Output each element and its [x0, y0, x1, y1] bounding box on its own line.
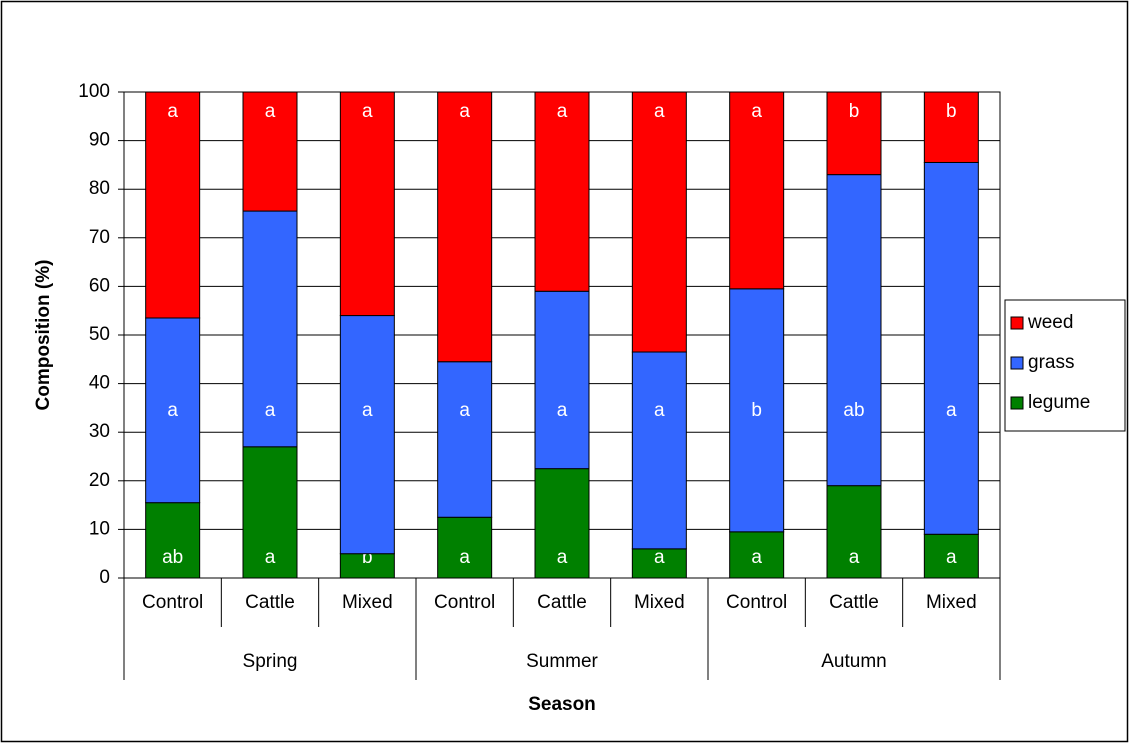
data-label: a [946, 547, 957, 568]
y-tick-label: 90 [89, 130, 110, 151]
bar-segment [534, 290, 590, 470]
data-label: a [654, 101, 665, 122]
data-label: a [265, 400, 276, 421]
data-label: a [557, 400, 568, 421]
data-label: ab [843, 400, 864, 421]
data-label: a [557, 101, 568, 122]
group-label: Summer [526, 651, 598, 672]
legend-swatch [1010, 396, 1024, 410]
data-label: a [849, 547, 860, 568]
data-label: a [362, 101, 373, 122]
bar-segment [242, 210, 298, 448]
bar-segment [729, 288, 785, 533]
bar-segment [534, 468, 590, 579]
x-tick-label: Cattle [537, 592, 587, 613]
bar-segment [145, 317, 201, 504]
bar-segment [339, 91, 395, 317]
data-label: a [459, 547, 470, 568]
bar-segment [339, 553, 395, 579]
x-axis-title: Season [528, 694, 596, 715]
data-label: b [751, 400, 762, 421]
bar-segment [339, 315, 395, 555]
data-label: a [459, 101, 470, 122]
data-label: b [849, 101, 860, 122]
y-tick-label: 70 [89, 227, 110, 248]
bar-segment [437, 516, 493, 579]
y-tick-label: 60 [89, 275, 110, 296]
x-tick-label: Cattle [245, 592, 295, 613]
y-tick-label: 100 [78, 81, 110, 102]
bar-segment [437, 91, 493, 363]
y-tick-label: 50 [89, 324, 110, 345]
y-tick-label: 20 [89, 470, 110, 491]
bar-segment [729, 91, 785, 290]
data-label: a [362, 400, 373, 421]
legend-box [1004, 299, 1126, 432]
data-label: a [167, 400, 178, 421]
data-label: b [946, 101, 957, 122]
bar-segment [631, 91, 687, 353]
x-tick-label: Cattle [829, 592, 879, 613]
data-label: a [946, 400, 957, 421]
data-label: a [654, 547, 665, 568]
group-label: Autumn [821, 651, 886, 672]
bar-segment [923, 91, 979, 163]
legend-swatch [1010, 356, 1024, 370]
legend-label: weed [1027, 312, 1073, 333]
group-label: Spring [243, 651, 298, 672]
x-tick-label: Control [434, 592, 495, 613]
legend-label: grass [1028, 352, 1074, 373]
legend-swatch [1010, 316, 1024, 330]
data-label: a [167, 101, 178, 122]
y-tick-label: 30 [89, 421, 110, 442]
x-tick-label: Control [142, 592, 203, 613]
bar-segment [729, 531, 785, 579]
data-label: a [459, 400, 470, 421]
legend-label: legume [1028, 392, 1090, 413]
bar-segment [923, 161, 979, 535]
bar-segment [826, 174, 882, 487]
data-label: a [751, 101, 762, 122]
data-label: a [557, 547, 568, 568]
y-tick-label: 10 [89, 518, 110, 539]
y-tick-label: 40 [89, 373, 110, 394]
y-tick-label: 0 [99, 567, 110, 588]
bar-segment [826, 91, 882, 176]
bar-segment [242, 91, 298, 212]
x-tick-label: Control [726, 592, 787, 613]
x-tick-label: Mixed [342, 592, 393, 613]
bar-segment [923, 533, 979, 579]
data-label: a [654, 400, 665, 421]
x-tick-label: Mixed [634, 592, 685, 613]
bar-segment [631, 548, 687, 579]
data-label: ab [162, 547, 183, 568]
x-tick-label: Mixed [926, 592, 977, 613]
bar-segment [534, 91, 590, 292]
data-label: a [751, 547, 762, 568]
y-axis-title: Composition (%) [33, 260, 54, 411]
bar-segment [631, 351, 687, 550]
data-label: a [265, 101, 276, 122]
bar-segment [437, 361, 493, 518]
bar-segment [145, 502, 201, 579]
data-label: a [265, 547, 276, 568]
bar-segment [145, 91, 201, 319]
bar-segment [826, 485, 882, 579]
y-tick-label: 80 [89, 178, 110, 199]
data-label: b [362, 547, 373, 568]
